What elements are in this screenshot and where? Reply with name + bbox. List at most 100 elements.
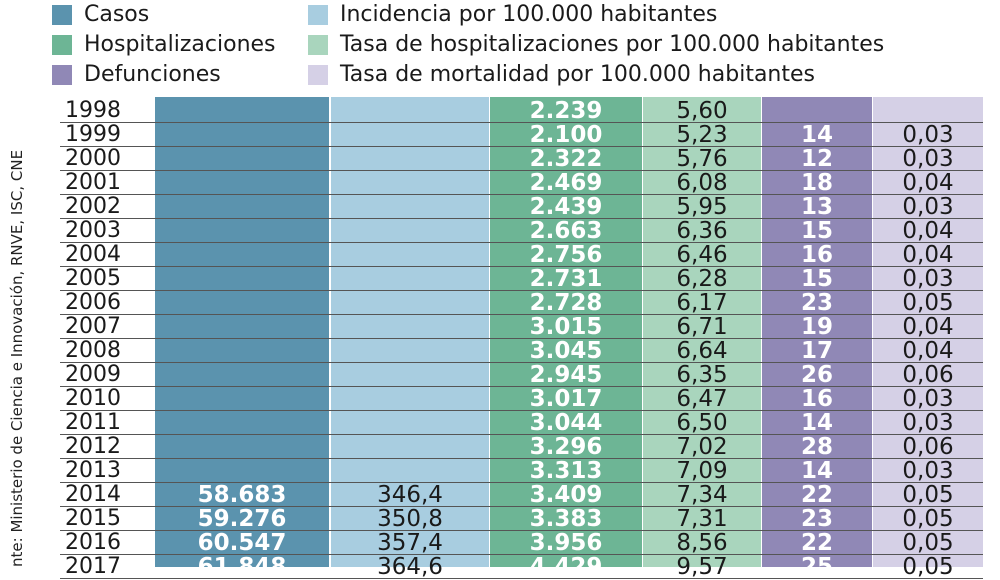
cell-hospitalizaciones: 3.015 bbox=[529, 314, 603, 340]
cell-incidencia bbox=[331, 99, 489, 123]
cell-incidencia bbox=[331, 195, 489, 219]
column-incidencia bbox=[331, 97, 489, 567]
cell-defunciones: 28 bbox=[800, 434, 833, 460]
row-divider bbox=[60, 530, 983, 531]
row-divider bbox=[60, 122, 983, 123]
cell-defunciones: 18 bbox=[800, 170, 833, 196]
cell-defunciones: 14 bbox=[800, 122, 833, 148]
cell-hospitalizaciones: 3.045 bbox=[529, 338, 603, 364]
cell-tasa-hospitalizaciones: 6,08 bbox=[676, 170, 728, 196]
year-label: 2017 bbox=[65, 554, 121, 579]
cell-incidencia bbox=[331, 387, 489, 411]
column-hospitalizaciones bbox=[490, 97, 642, 567]
cell-incidencia bbox=[331, 171, 489, 195]
cell-casos: 58.683 bbox=[197, 482, 287, 508]
cell-defunciones: 23 bbox=[800, 290, 833, 316]
cell-defunciones: 22 bbox=[800, 530, 833, 556]
cell-defunciones: 25 bbox=[800, 554, 833, 580]
cell-hospitalizaciones: 3.383 bbox=[529, 506, 603, 532]
cell-incidencia bbox=[331, 291, 489, 315]
cell-tasa-hospitalizaciones: 6,71 bbox=[676, 314, 728, 340]
cell-tasa-mortalidad: 0,04 bbox=[902, 170, 954, 196]
cell-tasa-hospitalizaciones: 5,76 bbox=[676, 146, 728, 172]
cell-tasa-hospitalizaciones: 9,57 bbox=[676, 554, 728, 580]
cell-casos: 61.848 bbox=[197, 554, 287, 580]
cell-defunciones: 17 bbox=[800, 338, 833, 364]
cell-tasa-mortalidad: 0,03 bbox=[902, 194, 954, 220]
cell-tasa-mortalidad: 0,03 bbox=[902, 266, 954, 292]
cell-incidencia bbox=[331, 459, 489, 483]
row-divider bbox=[60, 314, 983, 315]
cell-casos bbox=[155, 195, 329, 219]
cell-hospitalizaciones: 2.945 bbox=[529, 362, 603, 388]
cell-casos bbox=[155, 291, 329, 315]
cell-tasa-hospitalizaciones: 6,17 bbox=[676, 290, 728, 316]
legend-item-incidencia: Incidencia por 100.000 habitantes bbox=[308, 2, 717, 27]
cell-tasa-mortalidad: 0,04 bbox=[902, 242, 954, 268]
year-label: 2000 bbox=[65, 146, 121, 171]
cell-tasa-hospitalizaciones: 6,36 bbox=[676, 218, 728, 244]
cell-tasa-mortalidad: 0,04 bbox=[902, 314, 954, 340]
legend-label: Casos bbox=[84, 2, 150, 27]
legend-swatch bbox=[308, 64, 328, 85]
cell-tasa-mortalidad: 0,03 bbox=[902, 122, 954, 148]
cell-incidencia bbox=[331, 315, 489, 339]
row-divider bbox=[60, 386, 983, 387]
cell-hospitalizaciones: 3.044 bbox=[529, 410, 603, 436]
cell-casos bbox=[155, 387, 329, 411]
cell-tasa-hospitalizaciones: 6,46 bbox=[676, 242, 728, 268]
cell-incidencia bbox=[331, 219, 489, 243]
cell-incidencia bbox=[331, 243, 489, 267]
cell-tasa-hospitalizaciones: 5,60 bbox=[676, 98, 728, 124]
year-label: 1998 bbox=[65, 98, 121, 123]
legend-swatch bbox=[52, 4, 72, 25]
cell-tasa-mortalidad bbox=[873, 99, 983, 123]
row-divider bbox=[60, 242, 983, 243]
cell-casos bbox=[155, 411, 329, 435]
cell-incidencia bbox=[331, 147, 489, 171]
row-divider bbox=[60, 482, 983, 483]
cell-tasa-hospitalizaciones: 6,47 bbox=[676, 386, 728, 412]
year-label: 2002 bbox=[65, 194, 121, 219]
cell-incidencia: 357,4 bbox=[377, 530, 443, 556]
cell-hospitalizaciones: 3.313 bbox=[529, 458, 603, 484]
cell-casos bbox=[155, 99, 329, 123]
cell-hospitalizaciones: 3.296 bbox=[529, 434, 603, 460]
year-label: 2011 bbox=[65, 410, 121, 435]
cell-defunciones: 23 bbox=[800, 506, 833, 532]
year-label: 2009 bbox=[65, 362, 121, 387]
year-label: 2004 bbox=[65, 242, 121, 267]
legend-item-casos: Casos bbox=[52, 2, 149, 27]
year-label: 2008 bbox=[65, 338, 121, 363]
cell-hospitalizaciones: 2.469 bbox=[529, 170, 603, 196]
cell-casos: 60.547 bbox=[197, 530, 287, 556]
cell-incidencia bbox=[331, 435, 489, 459]
cell-hospitalizaciones: 2.756 bbox=[529, 242, 603, 268]
row-divider bbox=[60, 170, 983, 171]
legend-item-tasa-hospitalizaciones: Tasa de hospitalizaciones por 100.000 ha… bbox=[308, 32, 884, 57]
legend-label: Hospitalizaciones bbox=[84, 32, 276, 57]
cell-defunciones: 13 bbox=[800, 194, 833, 220]
year-label: 2005 bbox=[65, 266, 121, 291]
row-divider bbox=[60, 554, 983, 555]
cell-hospitalizaciones: 2.728 bbox=[529, 290, 603, 316]
column-casos bbox=[155, 97, 329, 567]
year-label: 2015 bbox=[65, 506, 121, 531]
cell-tasa-hospitalizaciones: 6,50 bbox=[676, 410, 728, 436]
cell-hospitalizaciones: 3.409 bbox=[529, 482, 603, 508]
legend-label: Tasa de mortalidad por 100.000 habitante… bbox=[340, 62, 815, 87]
cell-hospitalizaciones: 2.439 bbox=[529, 194, 603, 220]
row-divider bbox=[60, 290, 983, 291]
cell-tasa-hospitalizaciones: 7,02 bbox=[676, 434, 728, 460]
cell-tasa-hospitalizaciones: 5,95 bbox=[676, 194, 728, 220]
row-divider bbox=[60, 194, 983, 195]
cell-tasa-hospitalizaciones: 7,34 bbox=[676, 482, 728, 508]
legend-swatch bbox=[308, 4, 328, 25]
year-label: 2012 bbox=[65, 434, 121, 459]
row-divider bbox=[60, 434, 983, 435]
cell-defunciones: 14 bbox=[800, 458, 833, 484]
cell-tasa-hospitalizaciones: 8,56 bbox=[676, 530, 728, 556]
cell-tasa-hospitalizaciones: 7,09 bbox=[676, 458, 728, 484]
cell-hospitalizaciones: 2.100 bbox=[529, 122, 603, 148]
cell-casos bbox=[155, 267, 329, 291]
